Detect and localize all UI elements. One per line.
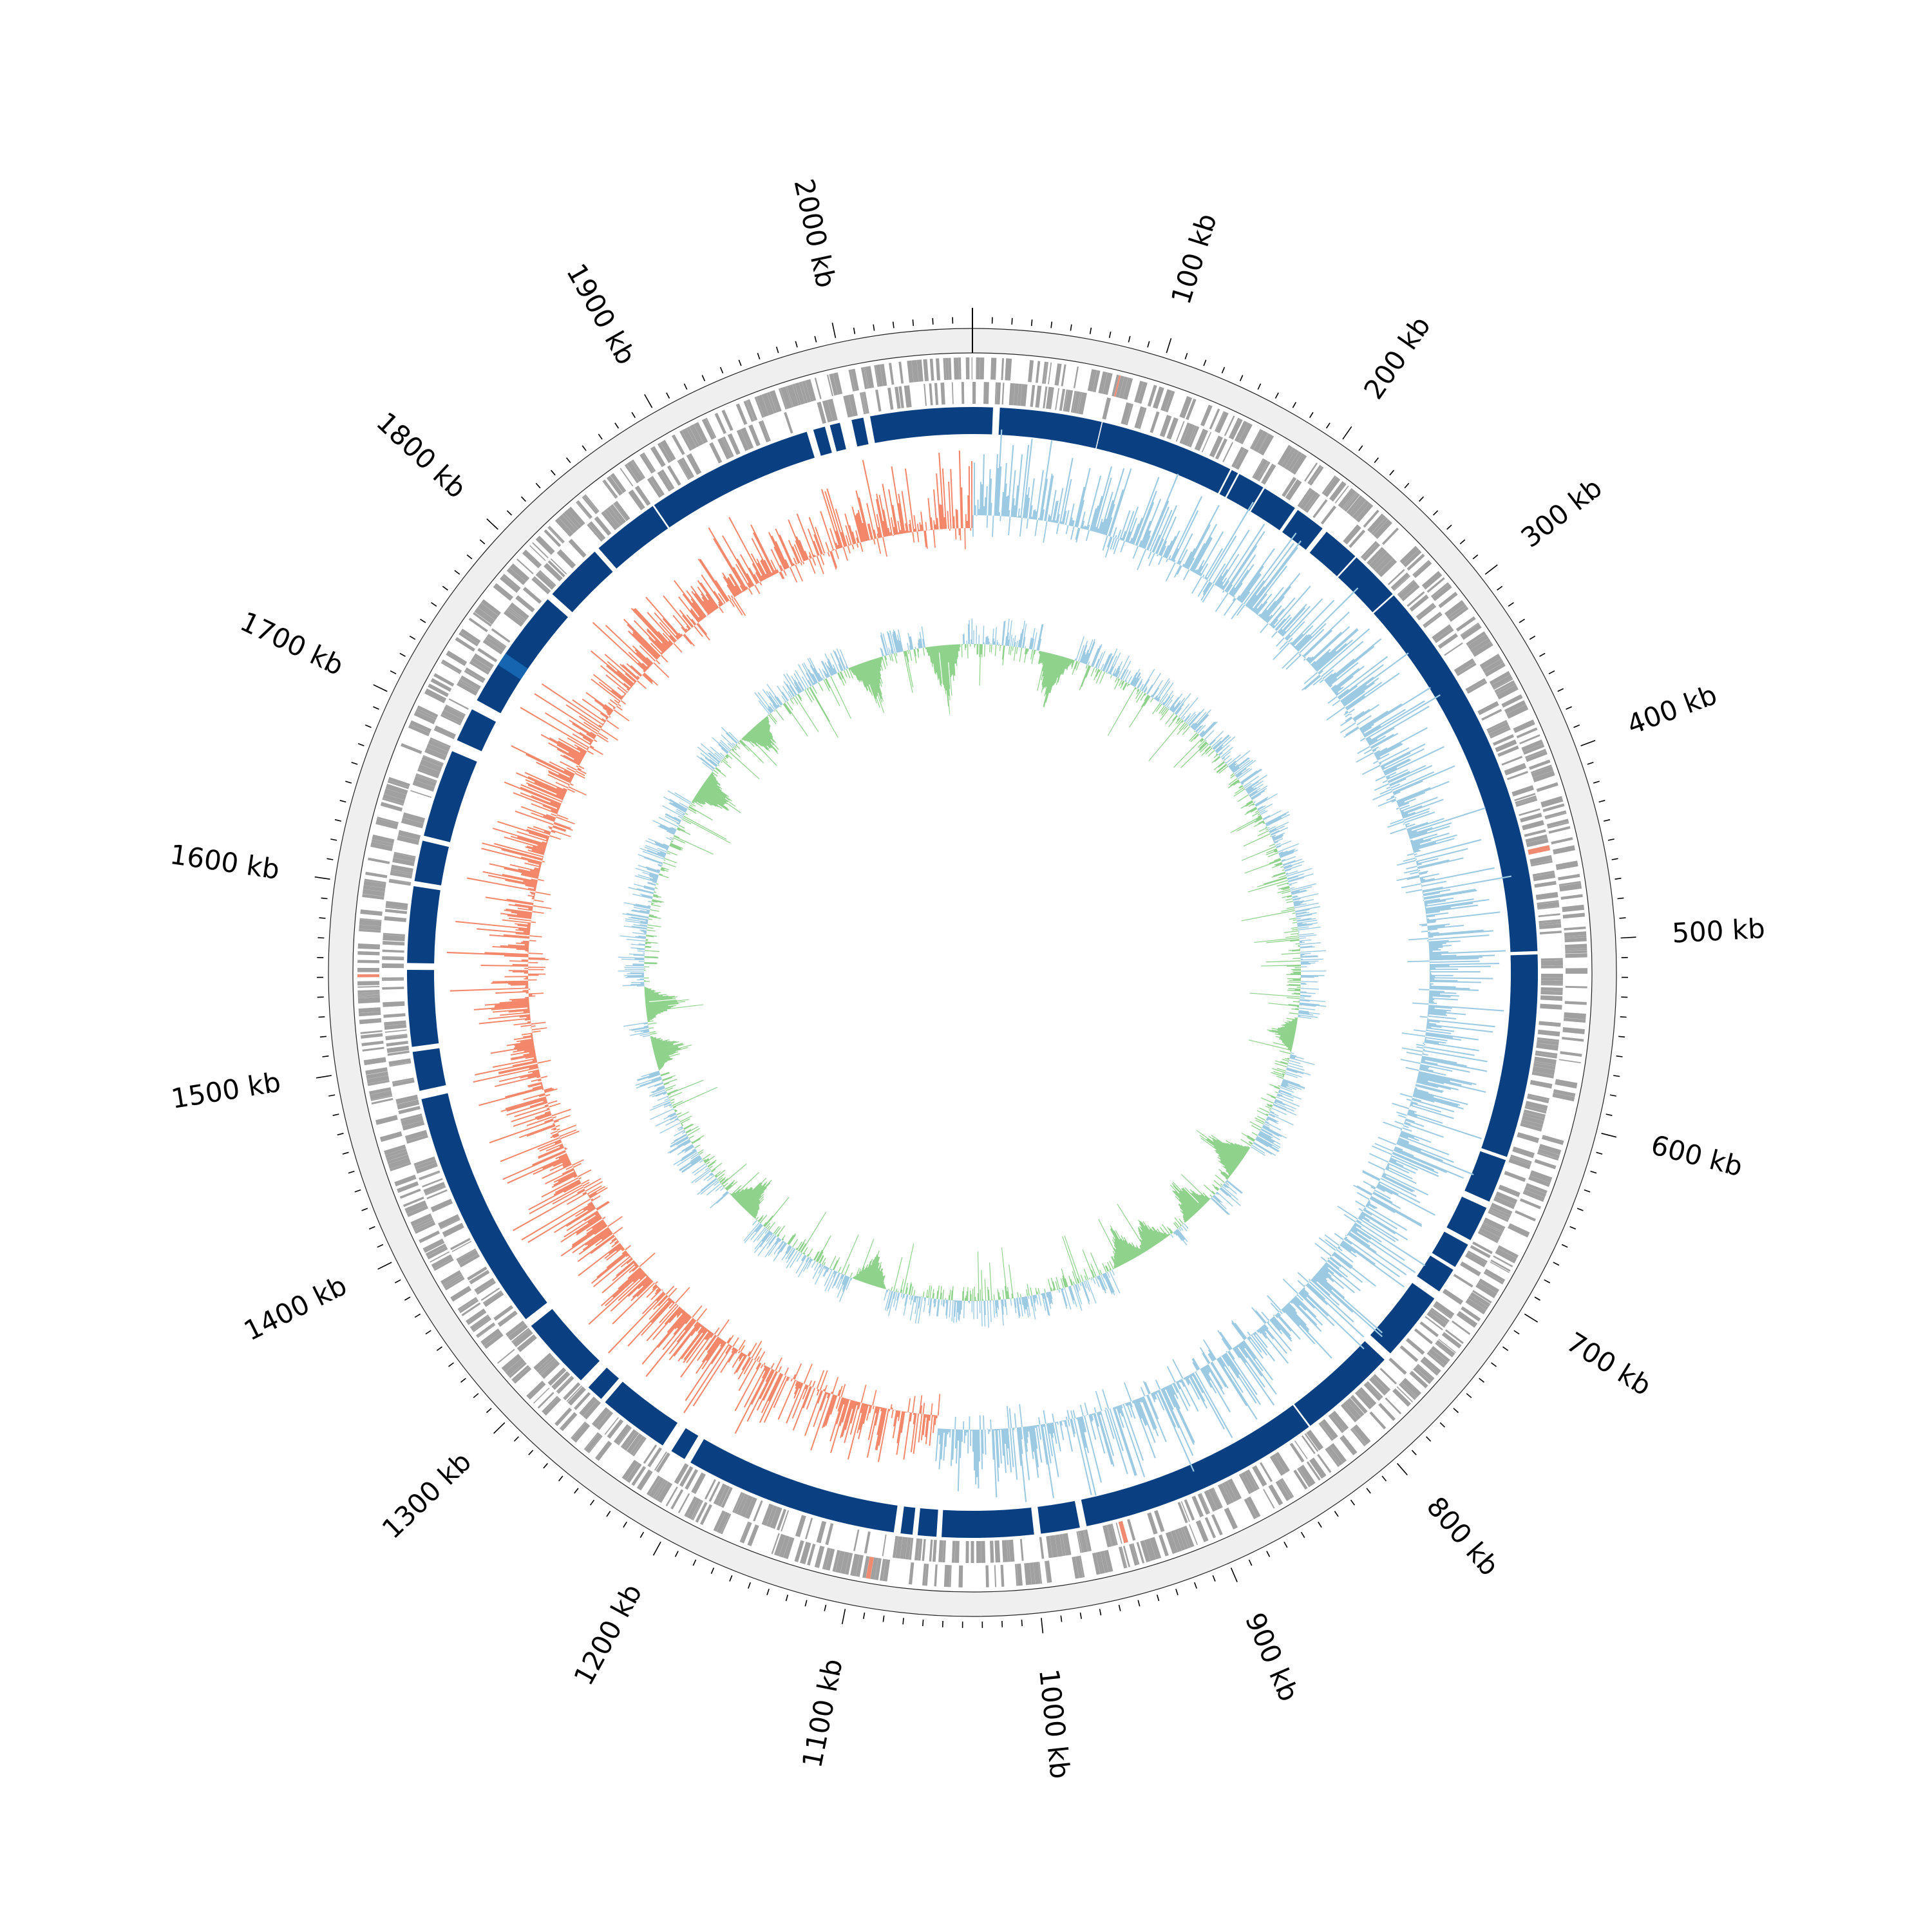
tick-label: 1600 kb [168, 838, 281, 886]
tick-label: 1900 kb [560, 258, 642, 370]
tick-label: 600 kb [1648, 1129, 1746, 1182]
gc-content-negative [446, 450, 972, 1463]
tick-label: 2000 kb [788, 176, 842, 290]
tick-label: 100 kb [1165, 210, 1223, 308]
outer-backbone-band [328, 308, 1617, 1617]
tick-label: 1100 kb [796, 1656, 849, 1771]
gc-content-track [446, 430, 1512, 1502]
region-track [407, 406, 1538, 1538]
gc-skew-negative [644, 644, 1302, 1302]
tick-label: 300 kb [1515, 471, 1608, 553]
tick-label: 1500 kb [169, 1066, 283, 1115]
tick-label: 1800 kb [370, 406, 473, 504]
region-blocks [407, 406, 1538, 1538]
tick-label: 700 kb [1561, 1326, 1657, 1402]
region-block-alt [498, 653, 528, 680]
tick-label: 400 kb [1623, 679, 1721, 741]
gc-skew-track [618, 618, 1327, 1328]
tick-marks [314, 308, 1636, 1634]
tick-label: 200 kb [1358, 310, 1437, 405]
tick-label: 800 kb [1421, 1491, 1506, 1582]
tick-label: 1300 kb [376, 1446, 477, 1545]
gc-skew-positive [618, 618, 1327, 1328]
tick-label: 900 kb [1239, 1608, 1305, 1706]
tick-label: 1700 kb [236, 605, 349, 681]
cds-features [357, 357, 1588, 1587]
tick-label: 1400 kb [239, 1269, 352, 1347]
position-ticks [314, 308, 1636, 1634]
cds-track [357, 357, 1588, 1587]
gc-content-positive [935, 430, 1512, 1502]
tick-label: 1200 kb [567, 1578, 648, 1690]
tick-label: 500 kb [1671, 913, 1766, 949]
tick-label: 1000 kb [1033, 1667, 1076, 1780]
